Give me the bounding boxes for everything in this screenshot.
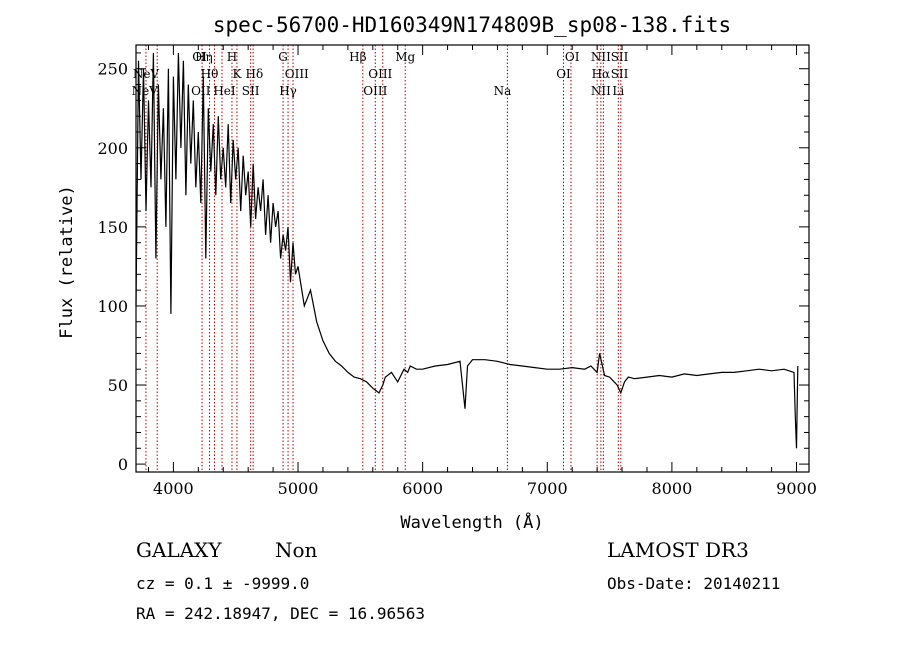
y-tick-label: 200 [97, 139, 128, 158]
y-tick-label: 100 [97, 297, 128, 316]
line-label: OIII [363, 84, 387, 98]
y-tick-label: 250 [97, 60, 128, 79]
line-label: Hγ [279, 84, 297, 98]
line-label: Hδ [246, 67, 264, 81]
survey-name: LAMOST DR3 [607, 538, 749, 562]
line-label: NII [591, 50, 611, 64]
object-type: GALAXY [136, 538, 222, 562]
line-label: H [227, 50, 237, 64]
y-tick-label: 0 [118, 455, 128, 474]
y-tick-label: 50 [108, 376, 128, 395]
x-tick-label: 8000 [652, 479, 693, 498]
line-label: OI [192, 50, 207, 64]
chart-title: spec-56700-HD160349N174809B_sp08-138.fit… [213, 13, 731, 37]
axis-ticks: 4000 5000 6000 7000 8000 9000 0 50 100 150 200 250 [97, 45, 817, 498]
x-tick-label: 9000 [776, 479, 817, 498]
line-label: Mg [395, 50, 415, 64]
line-label: OIII [368, 67, 392, 81]
emission-line-markers [145, 45, 622, 472]
x-tick-label: 7000 [527, 479, 568, 498]
line-label: Li [612, 84, 624, 98]
observation-date: Obs-Date: 20140211 [607, 574, 781, 593]
line-label: Hθ [201, 67, 219, 81]
line-label: Hη [195, 50, 213, 64]
line-label: OII [191, 84, 211, 98]
line-label: Hα [592, 67, 611, 81]
line-label: OI [556, 67, 571, 81]
object-subclass: Non [275, 538, 318, 562]
x-tick-label: 5000 [278, 479, 319, 498]
line-label: OIII [285, 67, 309, 81]
spectrum-series [135, 52, 799, 449]
line-label: SII [611, 67, 629, 81]
line-label: OI [565, 50, 580, 64]
line-label: K [232, 67, 242, 81]
y-tick-label: 150 [97, 218, 128, 237]
line-label: SII [242, 84, 260, 98]
line-label: NII [591, 84, 611, 98]
coordinates: RA = 242.18947, DEC = 16.96563 [136, 604, 425, 623]
x-axis-label: Wavelength (Å) [400, 511, 543, 533]
line-label: Na [494, 84, 512, 98]
line-label: Hβ [349, 50, 366, 64]
redshift-cz: cz = 0.1 ± -9999.0 [136, 574, 310, 593]
line-label: HeI [213, 84, 236, 98]
spectrum-line [135, 52, 799, 449]
x-tick-label: 4000 [153, 479, 194, 498]
x-tick-label: 6000 [402, 479, 443, 498]
y-axis-label: Flux (relative) [57, 185, 77, 339]
line-label: SII [611, 50, 629, 64]
line-label: G [278, 50, 288, 64]
